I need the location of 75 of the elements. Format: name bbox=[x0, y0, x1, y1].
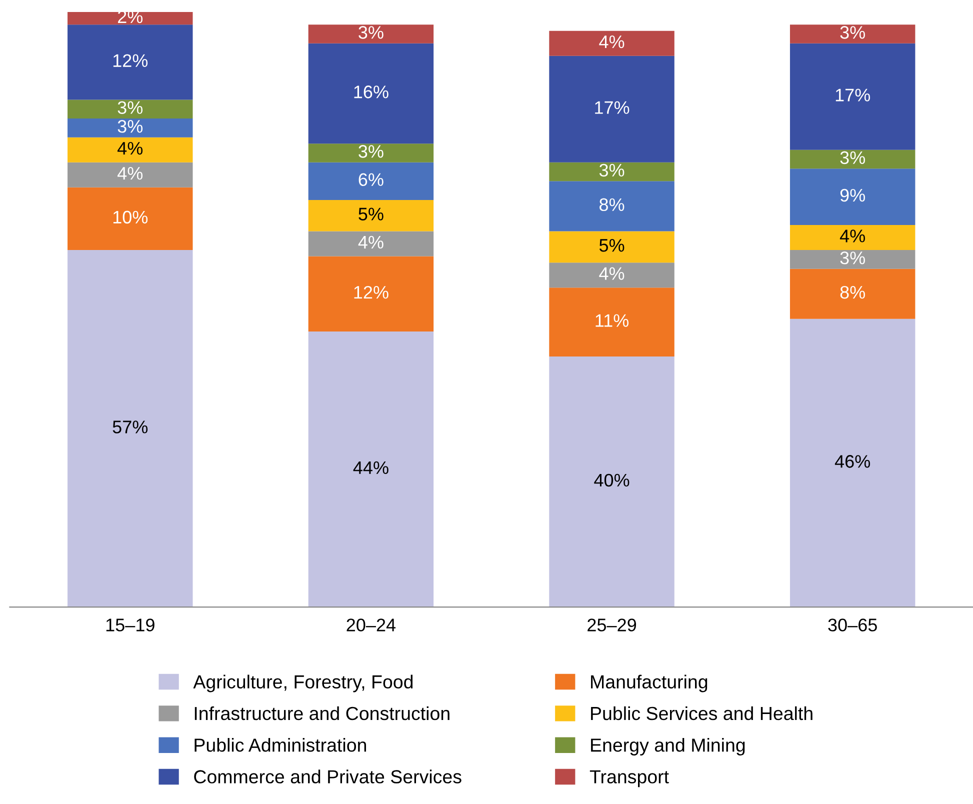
bar bbox=[549, 162, 674, 182]
bar bbox=[790, 150, 916, 169]
bar bbox=[549, 288, 674, 357]
data-label: 12% bbox=[354, 286, 388, 299]
data-label: 57% bbox=[112, 420, 148, 434]
data-label: 4% bbox=[358, 236, 384, 249]
data-label: 46% bbox=[834, 455, 870, 468]
bar bbox=[308, 231, 434, 256]
legend-label: Agriculture, Forestry, Food bbox=[193, 674, 413, 692]
data-label: 3% bbox=[599, 164, 624, 177]
data-label: 3% bbox=[358, 26, 384, 39]
bar bbox=[308, 200, 434, 232]
legend-label: Public Administration bbox=[194, 738, 366, 752]
legend-label: Infrastructure and Construction bbox=[194, 706, 450, 720]
bar bbox=[549, 356, 674, 608]
legend-label: Manufacturing bbox=[591, 674, 708, 692]
data-label: 16% bbox=[354, 86, 388, 98]
data-label: 4% bbox=[118, 142, 143, 155]
data-label: 6% bbox=[358, 173, 384, 186]
bar bbox=[549, 231, 674, 263]
bar bbox=[549, 262, 674, 288]
data-label: 4% bbox=[118, 167, 143, 180]
bar bbox=[790, 24, 916, 44]
data-label: 4% bbox=[599, 267, 624, 280]
data-label: 5% bbox=[599, 239, 624, 252]
x-tick-label: 20–24 bbox=[346, 618, 396, 632]
data-label: 9% bbox=[840, 188, 865, 202]
bar bbox=[68, 250, 193, 608]
data-label: 4% bbox=[599, 36, 624, 48]
data-label: 4% bbox=[840, 230, 865, 242]
data-label: 11% bbox=[596, 314, 629, 327]
data-label: 10% bbox=[113, 210, 148, 224]
data-label: 12% bbox=[113, 54, 148, 67]
bar bbox=[308, 256, 434, 332]
data-label: 40% bbox=[594, 474, 630, 487]
bar bbox=[68, 24, 193, 100]
bar bbox=[68, 187, 193, 250]
x-tick-label: 15–19 bbox=[106, 618, 154, 632]
bar bbox=[68, 137, 193, 162]
bar bbox=[790, 318, 916, 608]
legend-label: Commerce and Private Services bbox=[194, 770, 462, 784]
data-label: 5% bbox=[358, 208, 384, 220]
bar bbox=[308, 144, 434, 162]
data-label: 3% bbox=[118, 101, 143, 114]
data-label: 3% bbox=[840, 26, 865, 39]
data-label: 3% bbox=[118, 120, 143, 133]
data-label: 17% bbox=[595, 101, 630, 114]
bar bbox=[68, 118, 193, 138]
bar bbox=[68, 162, 193, 188]
bar bbox=[68, 100, 193, 119]
bar bbox=[549, 56, 674, 162]
bar bbox=[308, 162, 434, 200]
data-label: 3% bbox=[358, 145, 384, 158]
data-label: 8% bbox=[840, 286, 865, 299]
bar bbox=[790, 43, 916, 150]
legend-label: Energy and Mining bbox=[591, 738, 745, 756]
data-label: 8% bbox=[600, 198, 624, 212]
bar bbox=[549, 181, 674, 232]
bar bbox=[308, 331, 434, 608]
bar bbox=[68, 12, 193, 25]
bar bbox=[308, 24, 434, 44]
legend-label: Public Services and Health bbox=[591, 706, 812, 720]
bar bbox=[790, 250, 916, 269]
bar bbox=[790, 168, 916, 225]
bar bbox=[308, 43, 434, 144]
data-label: 3% bbox=[840, 151, 865, 164]
bar bbox=[790, 268, 916, 319]
data-label: 17% bbox=[836, 88, 870, 102]
bar bbox=[549, 30, 674, 56]
legend-label: Transport bbox=[590, 770, 669, 788]
data-label: 44% bbox=[353, 461, 388, 474]
x-tick-label: 25–29 bbox=[588, 618, 636, 632]
bar bbox=[790, 224, 916, 250]
x-tick-label: 30–65 bbox=[828, 618, 877, 632]
data-label: 3% bbox=[840, 252, 865, 264]
